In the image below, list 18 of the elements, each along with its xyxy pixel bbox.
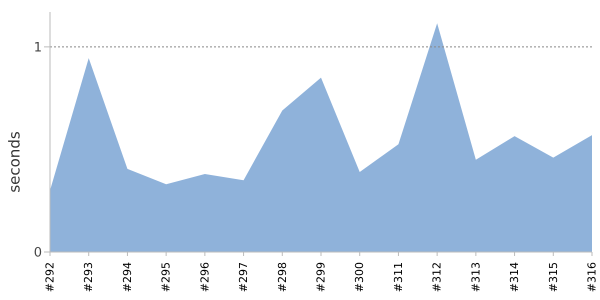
- x-tick-label: #293: [82, 262, 96, 292]
- x-tick-label: #295: [160, 262, 173, 292]
- x-tick-label: #298: [276, 262, 289, 292]
- x-tick-label: #314: [508, 262, 522, 292]
- x-tick-label: #300: [353, 262, 366, 292]
- x-tick-label: #316: [586, 262, 598, 292]
- y-tick-label: 1: [34, 40, 42, 56]
- x-tick-label: #292: [44, 262, 56, 292]
- y-tick-label: 0: [34, 246, 42, 261]
- x-tick-label: #311: [392, 262, 405, 292]
- x-tick-label: #299: [314, 262, 328, 292]
- x-tick-label: #297: [237, 262, 250, 292]
- x-tick-label: #315: [546, 262, 560, 292]
- x-tick-label: #312: [430, 262, 444, 292]
- x-tick-label: #296: [198, 262, 212, 292]
- y-axis-title: seconds: [5, 131, 24, 193]
- x-tick-label: #294: [120, 262, 134, 292]
- x-tick-label: #313: [469, 262, 482, 292]
